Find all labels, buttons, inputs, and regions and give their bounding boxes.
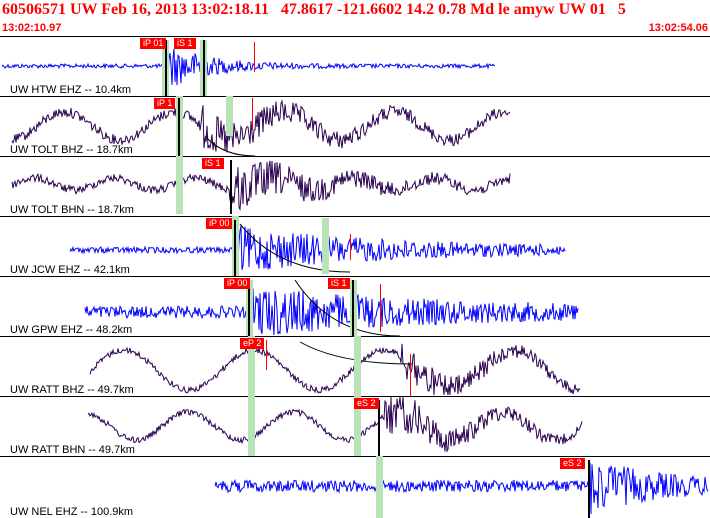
moveout-curve bbox=[204, 135, 256, 156]
panel-divider bbox=[0, 456, 710, 457]
waveform-path bbox=[1, 46, 496, 86]
s-window-highlight bbox=[354, 336, 361, 396]
seismogram-panel-ratt-bhz[interactable]: eP 2 UW RATT BHZ -- 49.7km bbox=[0, 336, 710, 396]
seismogram-trace bbox=[84, 279, 579, 336]
s-pick-marker[interactable] bbox=[378, 400, 380, 456]
p-pick-marker[interactable] bbox=[165, 40, 167, 96]
seismogram-trace bbox=[11, 160, 511, 212]
predicted-arrival-marker bbox=[410, 354, 411, 396]
p-pick-marker[interactable] bbox=[234, 220, 236, 276]
pick-label[interactable]: iP 1 bbox=[154, 98, 176, 109]
s-pick-marker[interactable] bbox=[203, 40, 205, 96]
station-label: UW NEL EHZ -- 100.9km bbox=[10, 506, 134, 518]
station-label: UW HTW EHZ -- 10.4km bbox=[10, 84, 131, 96]
waveform-path bbox=[69, 225, 566, 270]
waveform-path bbox=[89, 343, 581, 396]
seismogram-trace bbox=[1, 46, 496, 86]
station-label: UW TOLT BHN -- 18.7km bbox=[10, 204, 134, 216]
seismogram-trace bbox=[89, 341, 581, 396]
seismogram-trace bbox=[69, 223, 566, 273]
panel-divider bbox=[0, 96, 710, 97]
s-pick-marker[interactable] bbox=[230, 160, 232, 214]
p-window-highlight bbox=[248, 336, 255, 396]
panel-divider bbox=[0, 276, 710, 277]
seismogram-panel-jcw-ehz[interactable]: iP 00 UW JCW EHZ -- 42.1km bbox=[0, 216, 710, 276]
s-window-highlight bbox=[226, 96, 233, 136]
seismogram-panel-tolt-bhn[interactable]: iS 1 UW TOLT BHN -- 18.7km bbox=[0, 156, 710, 216]
moveout-curve bbox=[294, 279, 401, 336]
p-pick-marker[interactable] bbox=[178, 98, 180, 156]
station-label: UW GPW EHZ -- 48.2km bbox=[10, 324, 133, 336]
panel-divider bbox=[0, 156, 710, 157]
event-header: 60506571 UW Feb 16, 2013 13:02:18.11 47.… bbox=[0, 0, 710, 36]
waveform-path bbox=[11, 160, 511, 212]
seismogram-trace bbox=[214, 462, 709, 515]
s-window-highlight bbox=[376, 456, 383, 518]
s-window-highlight bbox=[176, 156, 183, 214]
seismogram-panel-ratt-bhn[interactable]: eS 2 UW RATT BHN -- 49.7km bbox=[0, 396, 710, 456]
pick-label[interactable]: eP 2 bbox=[240, 338, 265, 349]
s-window-highlight bbox=[322, 218, 329, 274]
seismogram-panel-gpw-ehz[interactable]: iP 00 iS 1 UW GPW EHZ -- 48.2km bbox=[0, 276, 710, 336]
time-end: 13:02:54.06 bbox=[648, 22, 708, 34]
seismogram-panel-tolt-bhz[interactable]: iP 1 UW TOLT BHZ -- 18.7km bbox=[0, 96, 710, 156]
moveout-curve bbox=[239, 223, 351, 273]
waveform-path bbox=[11, 99, 511, 153]
station-label: UW JCW EHZ -- 42.1km bbox=[10, 264, 130, 276]
station-label: UW RATT BHZ -- 49.7km bbox=[10, 384, 134, 396]
station-label: UW TOLT BHZ -- 18.7km bbox=[10, 144, 133, 156]
seismogram-panels: iP 01 iS 1 UW HTW EHZ -- 10.4km iP 1 UW … bbox=[0, 36, 710, 518]
seismogram-trace bbox=[11, 99, 511, 156]
time-start: 13:02:10.97 bbox=[2, 22, 62, 34]
station-label: UW RATT BHN -- 49.7km bbox=[10, 444, 135, 456]
pick-label[interactable]: eS 2 bbox=[560, 458, 585, 469]
seismogram-panel-nel-ehz[interactable]: eS 2 UW NEL EHZ -- 100.9km bbox=[0, 456, 710, 518]
p-window-highlight bbox=[248, 396, 255, 456]
s-pick-marker[interactable] bbox=[588, 460, 590, 518]
pick-label[interactable]: iP 01 bbox=[140, 38, 167, 49]
pick-label[interactable]: iS 1 bbox=[174, 38, 196, 49]
predicted-arrival-marker bbox=[254, 42, 255, 72]
predicted-arrival-marker bbox=[350, 234, 351, 260]
pick-label[interactable]: iP 00 bbox=[206, 218, 233, 229]
seismogram-panel-htw-ehz[interactable]: iP 01 iS 1 UW HTW EHZ -- 10.4km bbox=[0, 36, 710, 96]
p-pick-marker[interactable] bbox=[248, 280, 250, 336]
pick-label[interactable]: iS 1 bbox=[202, 158, 224, 169]
s-pick-marker[interactable] bbox=[352, 280, 354, 336]
pick-label[interactable]: iP 00 bbox=[224, 278, 251, 289]
predicted-arrival-marker bbox=[252, 98, 253, 130]
moveout-curve bbox=[299, 341, 413, 365]
waveform-path bbox=[84, 287, 579, 336]
pick-label[interactable]: eS 2 bbox=[354, 398, 379, 409]
predicted-arrival-marker bbox=[380, 284, 381, 332]
panel-divider bbox=[0, 216, 710, 217]
waveform-path bbox=[87, 396, 583, 453]
event-title: 60506571 UW Feb 16, 2013 13:02:18.11 47.… bbox=[2, 1, 626, 18]
pick-marker-red[interactable] bbox=[266, 340, 267, 370]
s-window-highlight bbox=[354, 396, 361, 456]
panel-divider bbox=[0, 36, 710, 37]
waveform-path bbox=[214, 462, 709, 515]
pick-label[interactable]: iS 1 bbox=[328, 278, 350, 289]
seismogram-trace bbox=[87, 396, 583, 453]
